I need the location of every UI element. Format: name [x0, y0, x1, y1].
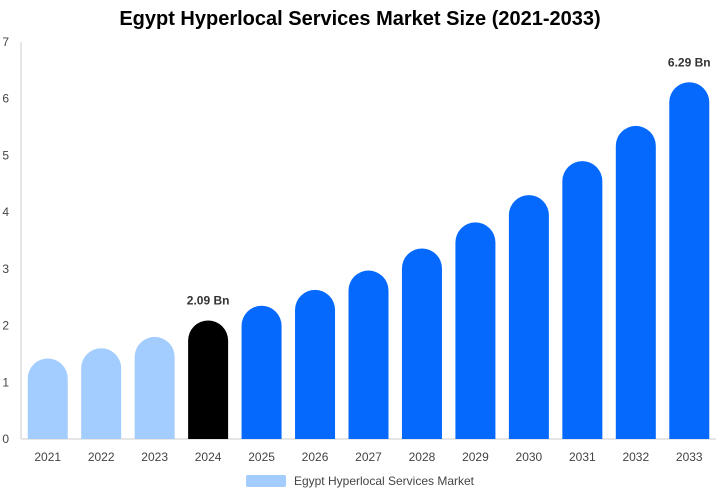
- y-tick-label: 7: [2, 35, 9, 49]
- y-tick-label: 6: [2, 92, 9, 106]
- bar-2031: [562, 161, 603, 439]
- bar-2032: [615, 125, 656, 440]
- x-tick-label: 2028: [409, 450, 436, 464]
- bar-2028: [401, 248, 442, 439]
- bar-2030: [508, 195, 549, 439]
- x-tick-label: 2029: [462, 450, 489, 464]
- y-tick-label: 5: [2, 148, 9, 162]
- legend-label: Egypt Hyperlocal Services Market: [293, 474, 475, 488]
- chart-title: Egypt Hyperlocal Services Market Size (2…: [119, 8, 601, 30]
- x-tick-label: 2027: [355, 450, 382, 464]
- bar-2024: [188, 320, 229, 439]
- bars: [27, 82, 710, 440]
- y-tick-label: 0: [2, 432, 9, 446]
- bar-2021: [27, 358, 68, 439]
- x-axis: 2021 2022 2023 2024 2025 2026 2027 2028 2029 2030…: [21, 438, 716, 464]
- y-tick-label: 2: [2, 319, 9, 333]
- bar-2026: [295, 289, 336, 439]
- data-label-2024: 2.09 Bn: [187, 293, 230, 307]
- data-labels: 2.09 Bn 6.29 Bn: [187, 55, 711, 307]
- x-tick-label: 2024: [195, 450, 222, 464]
- x-tick-label: 2033: [676, 450, 703, 464]
- bar-2022: [81, 348, 122, 439]
- bar-2033: [669, 82, 710, 439]
- x-tick-label: 2023: [141, 450, 168, 464]
- x-tick-label: 2022: [88, 450, 115, 464]
- x-tick-label: 2032: [622, 450, 649, 464]
- bar-2025: [241, 305, 282, 439]
- y-tick-label: 3: [2, 262, 9, 276]
- legend: Egypt Hyperlocal Services Market: [0, 474, 720, 488]
- x-tick-label: 2030: [516, 450, 543, 464]
- x-tick-label: 2026: [302, 450, 329, 464]
- legend-swatch: [245, 475, 286, 487]
- x-tick-label: 2025: [248, 450, 275, 464]
- y-tick-label: 1: [2, 375, 9, 389]
- bar-2023: [134, 336, 175, 439]
- x-tick-label: 2031: [569, 450, 596, 464]
- data-label-2033: 6.29 Bn: [668, 55, 711, 69]
- x-tick-label: 2021: [34, 450, 61, 464]
- bar-2027: [348, 270, 389, 439]
- bar-2029: [455, 222, 496, 439]
- y-axis: 0 1 2 3 4 5 6 7: [2, 35, 22, 446]
- y-tick-label: 4: [2, 205, 9, 219]
